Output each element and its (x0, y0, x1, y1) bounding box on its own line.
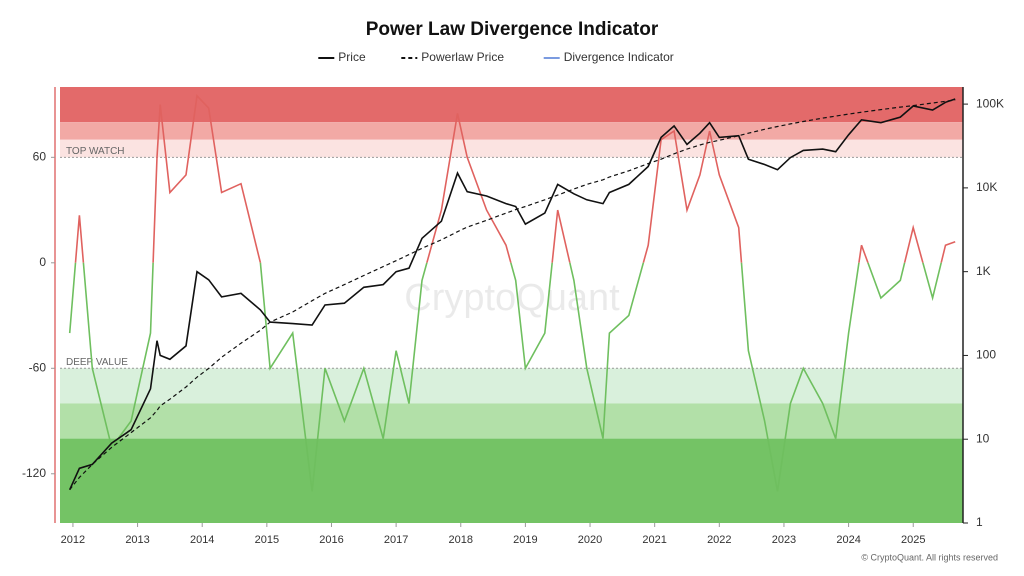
watermark: CryptoQuant (404, 277, 620, 319)
band (60, 403, 963, 439)
y-tick-label: -120 (22, 466, 46, 480)
x-tick-label: 2018 (449, 534, 473, 546)
series-line (74, 94, 956, 263)
band (60, 122, 963, 140)
annotation: DEEP VALUE (66, 357, 128, 368)
band (60, 139, 963, 158)
x-tick-label: 2012 (61, 534, 85, 546)
y2-tick-label: 1 (976, 515, 983, 529)
x-tick-label: 2021 (642, 534, 666, 546)
x-tick-label: 2025 (901, 534, 925, 546)
y2-tick-label: 1K (976, 264, 991, 278)
legend-label: Divergence Indicator (564, 50, 674, 64)
series-line (68, 98, 956, 491)
x-tick-label: 2014 (190, 534, 214, 546)
chart-title: Power Law Divergence Indicator (366, 19, 659, 40)
band (60, 368, 963, 404)
y-tick-label: -60 (29, 360, 47, 374)
x-tick-label: 2022 (707, 534, 731, 546)
y2-tick-label: 100 (976, 348, 996, 362)
annotation: TOP WATCH (66, 146, 125, 157)
series-line (68, 262, 943, 492)
x-tick-label: 2016 (319, 534, 343, 546)
y2-tick-label: 100K (976, 96, 1004, 110)
legend-label: Price (338, 50, 366, 64)
x-tick-label: 2023 (772, 534, 796, 546)
x-tick-label: 2013 (125, 534, 149, 546)
legend-label: Powerlaw Price (421, 50, 504, 64)
band (60, 438, 963, 523)
y-tick-label: 0 (39, 255, 46, 269)
x-tick-label: 2020 (578, 534, 602, 546)
x-tick-label: 2019 (513, 534, 537, 546)
footer: © CryptoQuant. All rights reserved (861, 552, 998, 562)
y2-tick-label: 10 (976, 431, 990, 445)
x-tick-label: 2017 (384, 534, 408, 546)
y-tick-label: 60 (33, 149, 47, 163)
x-tick-label: 2015 (255, 534, 279, 546)
x-tick-label: 2024 (836, 534, 860, 546)
y2-tick-label: 10K (976, 180, 997, 194)
